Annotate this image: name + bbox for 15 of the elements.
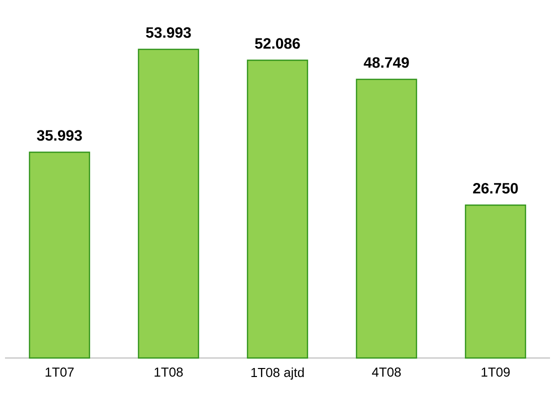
bar — [28, 152, 90, 359]
data-label: 52.086 — [255, 38, 300, 49]
data-label: 26.750 — [473, 182, 518, 194]
x-tick-label: 1T07 — [46, 368, 74, 377]
data-label: 48.749 — [364, 57, 409, 68]
data-label: 53.993 — [146, 27, 191, 38]
x-tick-label: 1T08 ajtd — [251, 368, 304, 380]
bar — [138, 48, 200, 359]
bar — [246, 60, 308, 359]
bar — [356, 78, 418, 359]
data-label: 35.993 — [36, 130, 82, 141]
x-tick-label: 4T08 — [372, 368, 401, 377]
x-tick-label: 1T09 — [482, 368, 510, 377]
bar — [464, 204, 526, 359]
x-tick-label: 1T08 — [154, 368, 183, 377]
